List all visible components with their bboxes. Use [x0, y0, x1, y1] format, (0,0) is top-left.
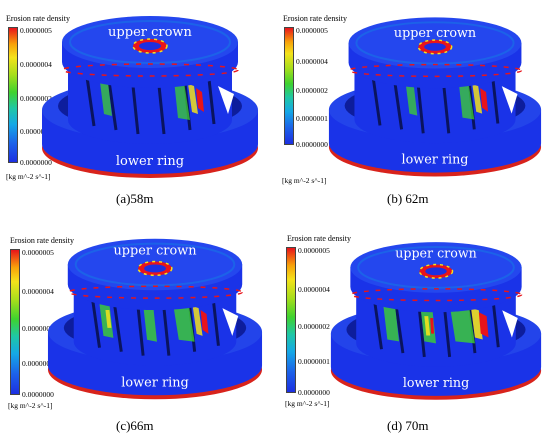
colorbar-tick: 0.0000004 [22, 287, 54, 296]
colorbar-tick: 0.0000000 [20, 158, 52, 167]
colorbar-tick: 0.0000001 [20, 127, 52, 136]
colorbar-tick: 0.0000004 [298, 285, 330, 294]
lower-ring-label: lower ring [403, 375, 469, 390]
colorbar-tick: 0.0000001 [296, 114, 328, 123]
colorbar-tick: 0.0000001 [22, 359, 54, 368]
colorbar-tick: 0.0000004 [20, 60, 52, 69]
lower-ring-label: lower ring [402, 153, 469, 168]
colorbar-tick: 0.0000005 [22, 248, 54, 257]
panel-caption: (c)66m [116, 418, 154, 433]
colorbar-tick: 0.0000005 [20, 26, 52, 35]
colorbar-unit: [kg m^-2 s^-1] [282, 176, 327, 185]
colorbar-tick: 0.0000002 [20, 94, 52, 103]
upper-crown-label: upper crown [113, 244, 196, 259]
panel-caption: (b) 62m [387, 191, 429, 206]
upper-crown-label: upper crown [394, 26, 476, 41]
runner-render: upper crown lower ring [47, 238, 263, 400]
colorbar-tick: 0.0000000 [298, 388, 330, 397]
colorbar-tick: 0.0000005 [296, 26, 328, 35]
colorbar-tick: 0.0000005 [298, 246, 330, 255]
runner-render: upper crown lower ring [330, 242, 542, 400]
lower-ring-label: lower ring [121, 375, 189, 390]
panel-b: Erosion rate density 0.0000005 0.0000004… [275, 0, 550, 222]
panel-caption: (a)58m [116, 191, 154, 206]
panel-a: Erosion rate density 0.0000005 0.0000004… [0, 0, 275, 222]
colorbar-tick: 0.0000001 [298, 357, 330, 366]
colorbar-title: Erosion rate density [287, 234, 351, 243]
panel-d: Erosion rate density 0.0000005 0.0000004… [275, 222, 550, 444]
colorbar-tick: 0.0000002 [298, 322, 330, 331]
colorbar-tick: 0.0000000 [296, 140, 328, 149]
colorbar-unit: [kg m^-2 s^-1] [8, 401, 53, 410]
colorbar-tick: 0.0000002 [22, 324, 54, 333]
colorbar-unit: [kg m^-2 s^-1] [6, 172, 51, 181]
colorbar-title: Erosion rate density [6, 14, 70, 23]
colorbar-gradient [10, 249, 20, 395]
colorbar-gradient [284, 27, 294, 145]
colorbar-tick: 0.0000004 [296, 57, 328, 66]
upper-crown-label: upper crown [395, 246, 477, 261]
runner-render: upper crown lower ring [42, 16, 258, 178]
colorbar-gradient [286, 247, 296, 393]
colorbar-tick: 0.0000002 [296, 86, 328, 95]
panel-c: Erosion rate density 0.0000005 0.0000004… [0, 222, 275, 444]
colorbar-title: Erosion rate density [283, 14, 347, 23]
lower-ring-label: lower ring [116, 154, 184, 169]
upper-crown-label: upper crown [108, 25, 193, 40]
runner-render: upper crown lower ring [328, 17, 542, 177]
colorbar-tick: 0.0000000 [22, 390, 54, 399]
colorbar-title: Erosion rate density [10, 236, 74, 245]
panel-caption: (d) 70m [387, 418, 429, 433]
colorbar-gradient [8, 27, 18, 163]
colorbar-unit: [kg m^-2 s^-1] [285, 399, 330, 408]
